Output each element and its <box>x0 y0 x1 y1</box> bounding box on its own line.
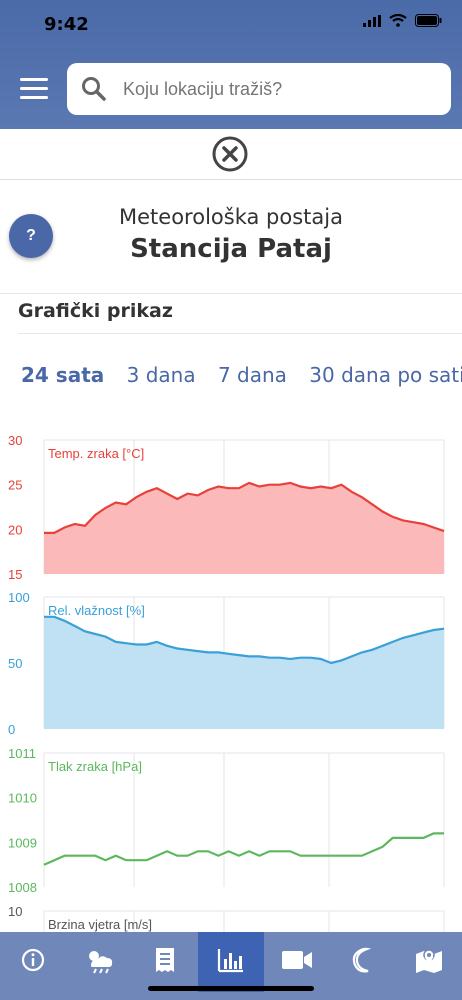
search-bar[interactable] <box>67 63 451 115</box>
signal-icon <box>363 14 381 32</box>
tab-7-dana[interactable]: 7 dana <box>217 363 287 387</box>
station-name: Stancija Pataj <box>130 234 332 264</box>
y-tick-label: 100 <box>8 590 30 605</box>
charts-area: 30 25 20 15 Temp. zraka [°C] 100 50 0 Rel. vlažn… <box>8 433 445 932</box>
y-tick-label: 50 <box>8 656 22 671</box>
map-icon <box>414 946 444 979</box>
chart-title: Temp. zraka [°C] <box>48 446 144 461</box>
series-area <box>44 616 444 729</box>
y-tick-label: 1009 <box>8 835 37 850</box>
series-line <box>44 481 445 534</box>
series-area <box>44 482 444 574</box>
weather-icon <box>83 946 115 979</box>
chart-icon <box>217 947 245 978</box>
camera-icon <box>281 949 313 976</box>
battery-icon <box>415 14 442 32</box>
station-subtitle: Meteorološka postaja <box>119 205 343 229</box>
y-tick-label: 30 <box>8 433 22 448</box>
close-bar <box>0 129 462 180</box>
tab-24-sata[interactable]: 24 sata <box>21 363 105 387</box>
search-input[interactable] <box>121 77 425 101</box>
tab-map[interactable] <box>396 932 462 992</box>
tab-info[interactable] <box>0 932 66 992</box>
tab-moon[interactable] <box>330 932 396 992</box>
divider <box>18 333 462 334</box>
y-tick-label: 1010 <box>8 791 37 806</box>
y-tick-label: 10 <box>8 904 22 919</box>
tab-30-dana[interactable]: 30 dana po satima <box>309 363 462 387</box>
period-tabs: 24 sata 3 dana 7 dana 30 dana po satima <box>21 363 462 387</box>
report-icon <box>153 946 177 979</box>
chart-title: Rel. vlažnost [%] <box>48 603 145 618</box>
chart-3: 1011 1010 1009 1008 Tlak zraka [hPa] <box>8 746 445 895</box>
wifi-icon <box>389 13 407 32</box>
y-tick-label: 25 <box>8 478 22 493</box>
main-content: ? Meteorološka postaja Stancija Pataj Gr… <box>0 180 462 932</box>
status-icons <box>363 13 442 32</box>
tab-weather[interactable] <box>66 932 132 992</box>
section-title: Grafički prikaz <box>18 300 173 322</box>
series-line <box>44 615 445 665</box>
y-tick-label: 0 <box>8 722 15 737</box>
info-icon <box>20 947 46 978</box>
chart-1: 30 25 20 15 Temp. zraka [°C] <box>8 433 445 582</box>
status-time: 9:42 <box>44 14 89 35</box>
moon-icon <box>351 947 375 978</box>
chart-title: Brzina vjetra [m/s] <box>48 917 152 932</box>
tab-chart[interactable] <box>198 932 264 992</box>
divider <box>0 293 462 294</box>
search-icon <box>82 77 106 101</box>
series-line <box>43 832 444 866</box>
tab-3-dana[interactable]: 3 dana <box>126 363 196 387</box>
chart-title: Tlak zraka [hPa] <box>48 759 142 774</box>
menu-icon[interactable] <box>20 78 48 100</box>
y-tick-label: 1011 <box>8 746 36 761</box>
close-icon[interactable] <box>212 136 248 172</box>
y-tick-label: 1008 <box>8 880 37 895</box>
y-tick-label: 15 <box>8 567 22 582</box>
help-button[interactable]: ? <box>9 214 53 258</box>
app-header: 9:42 <box>0 0 462 129</box>
home-indicator <box>148 986 314 991</box>
chart-4: 10 Brzina vjetra [m/s] <box>8 904 445 932</box>
y-tick-label: 20 <box>8 522 22 537</box>
tab-report[interactable] <box>132 932 198 992</box>
chart-2: 100 50 0 Rel. vlažnost [%] <box>8 590 445 737</box>
tab-camera[interactable] <box>264 932 330 992</box>
